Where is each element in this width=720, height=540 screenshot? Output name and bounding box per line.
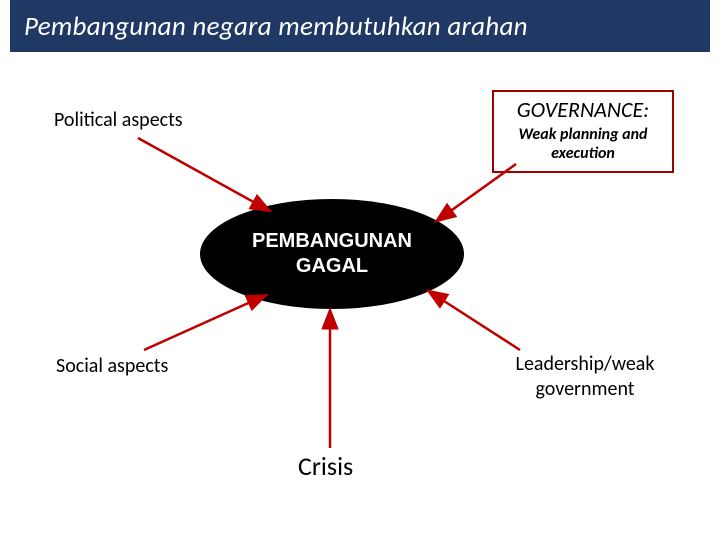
arrow-social [144, 296, 264, 350]
slide: Pembangunan negara membutuhkan arahan Po… [0, 0, 720, 540]
label-crisis: Crisis [298, 450, 353, 482]
governance-subtitle: Weak planning and execution [500, 125, 666, 163]
label-social: Social aspects [56, 354, 168, 378]
page-title: Pembangunan negara membutuhkan arahan [24, 10, 528, 43]
governance-title: GOVERNANCE: [500, 96, 666, 123]
center-ellipse: PEMBANGUNANGAGAL [200, 199, 464, 309]
title-bar: Pembangunan negara membutuhkan arahan [10, 0, 710, 52]
label-political: Political aspects [54, 108, 183, 132]
label-leadership: Leadership/weak government [500, 352, 670, 402]
arrow-political [138, 138, 268, 210]
governance-box: GOVERNANCE: Weak planning and execution [492, 90, 674, 173]
arrow-leadership [430, 292, 520, 350]
center-text: PEMBANGUNANGAGAL [252, 229, 412, 279]
